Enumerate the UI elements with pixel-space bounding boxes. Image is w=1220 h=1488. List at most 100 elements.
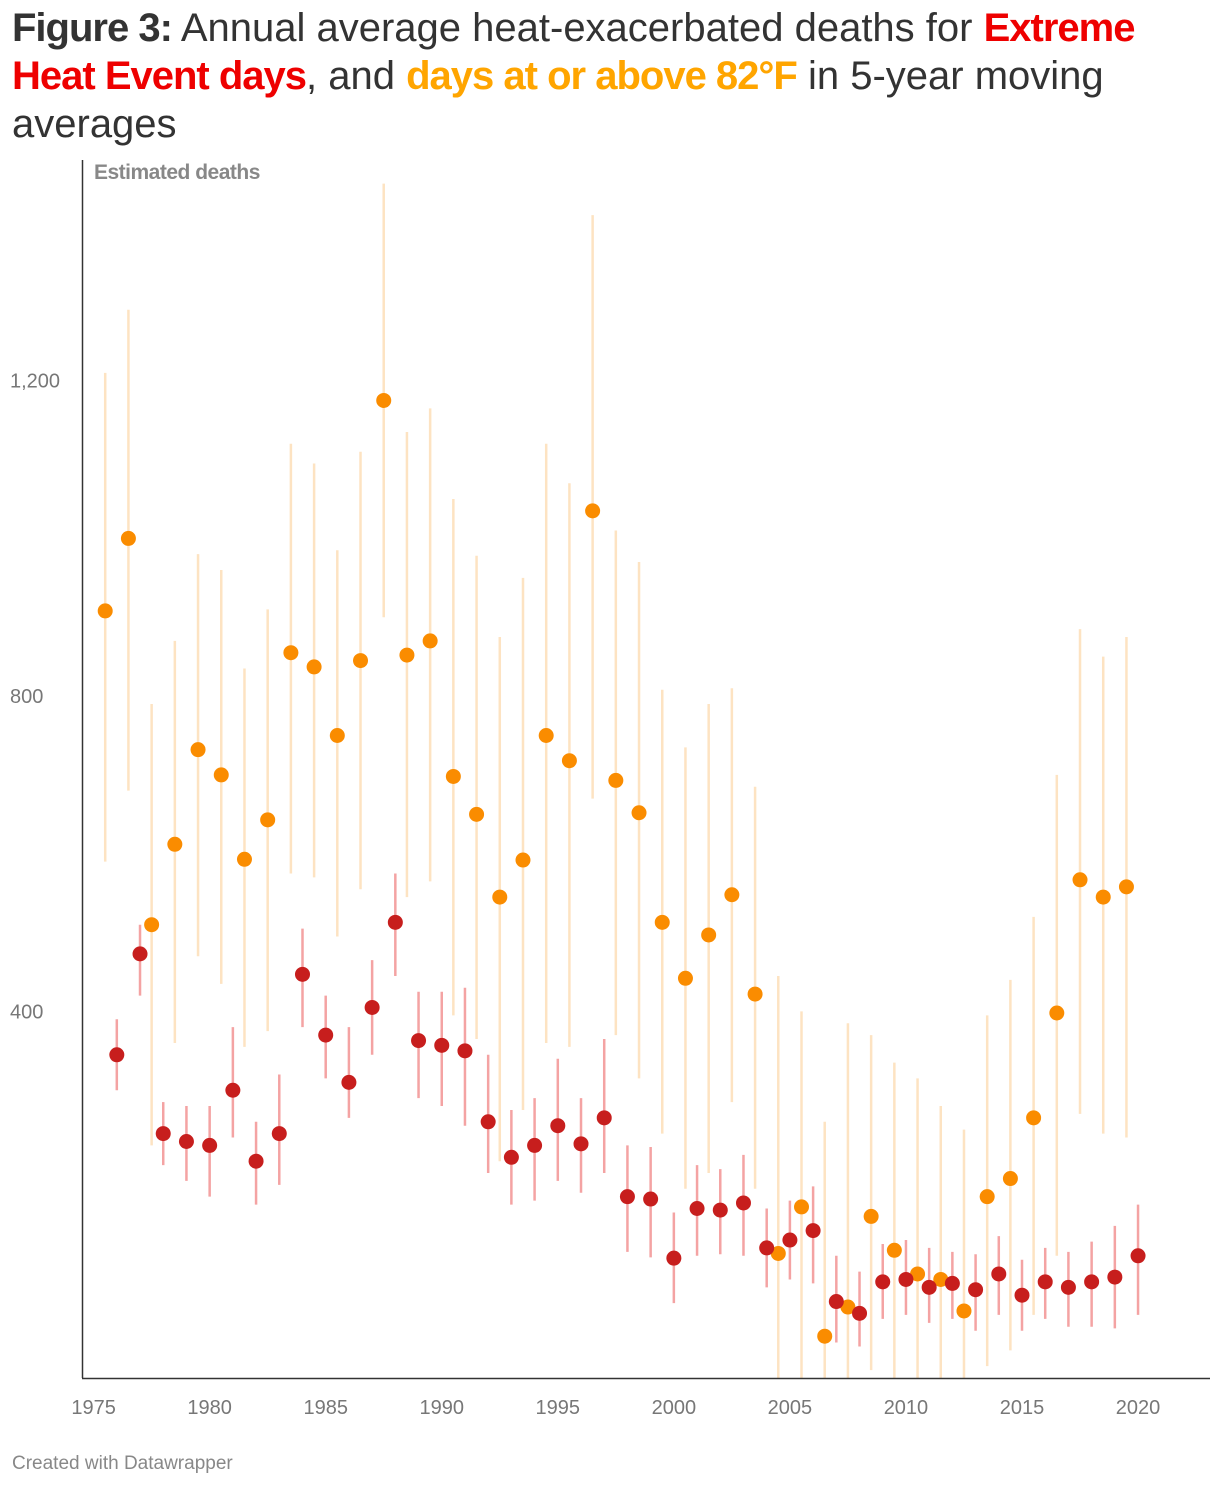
series2-point	[515, 852, 531, 868]
series1-point	[294, 966, 310, 982]
series2-point	[1026, 1110, 1042, 1126]
series2-point	[445, 768, 461, 784]
series2-point	[956, 1303, 972, 1319]
series1-point	[921, 1279, 937, 1295]
series1-point	[1060, 1279, 1076, 1295]
series2-point	[260, 812, 276, 828]
series2-point	[840, 1299, 856, 1315]
series1-point	[712, 1202, 728, 1218]
series1-point	[1014, 1287, 1030, 1303]
series1-point	[387, 914, 403, 930]
series1-point	[759, 1240, 775, 1256]
title-text-part2: , and	[306, 54, 395, 98]
series1-point	[457, 1043, 473, 1059]
y-tick-label: 1,200	[10, 371, 60, 393]
series1-point	[503, 1149, 519, 1165]
series1-point	[132, 946, 148, 962]
series2-point	[120, 530, 136, 546]
series1-point	[875, 1274, 891, 1290]
series2-point	[329, 727, 345, 743]
series1-point	[643, 1191, 659, 1207]
series2-point	[306, 659, 322, 675]
title-series1-label: Extreme Heat Event days	[12, 6, 1135, 98]
series2-point	[910, 1266, 926, 1282]
series1-point	[411, 1033, 427, 1049]
series2-point	[422, 633, 438, 649]
series2-point	[236, 851, 252, 867]
series1-point	[596, 1110, 612, 1126]
series1-point	[271, 1126, 287, 1142]
x-tick-label: 1990	[420, 1397, 465, 1419]
footer-credit: Created with Datawrapper	[12, 1453, 233, 1474]
x-tick-label: 1975	[71, 1397, 116, 1419]
y-tick-label: 800	[10, 686, 43, 708]
series1-point	[805, 1223, 821, 1239]
series2-point	[1049, 1005, 1065, 1021]
series1-point	[202, 1137, 218, 1153]
series2-point	[144, 917, 160, 933]
series1-point	[573, 1136, 589, 1152]
series2-point	[213, 767, 229, 783]
series2-point	[817, 1328, 833, 1344]
series2-point	[1118, 879, 1134, 895]
series2-point	[561, 753, 577, 769]
series1-point	[1130, 1248, 1146, 1264]
series2-point	[283, 645, 299, 661]
series2-point	[399, 647, 415, 663]
series2-point	[863, 1208, 879, 1224]
series1-point	[968, 1282, 984, 1298]
series1-point	[155, 1126, 171, 1142]
series1-point	[1084, 1274, 1100, 1290]
y-axis-label: Estimated deaths	[94, 161, 260, 184]
series2-point	[376, 392, 392, 408]
series1-point	[364, 999, 380, 1015]
series1-dots	[109, 914, 1146, 1321]
series2-point	[1095, 889, 1111, 905]
series1-point	[991, 1266, 1007, 1282]
series2-point	[469, 806, 485, 822]
series2-point	[492, 889, 508, 905]
figure-label: Figure 3:	[12, 6, 173, 50]
series2-point	[770, 1245, 786, 1261]
series2-point	[701, 927, 717, 943]
series2-point	[677, 970, 693, 986]
series2-point	[724, 887, 740, 903]
series1-point	[735, 1195, 751, 1211]
title-text-part3: in 5-year moving averages	[12, 54, 1104, 146]
x-tick-label: 1985	[303, 1397, 348, 1419]
x-axis-ticks: 1975 1980 1985 1990 1995 2000 2005 2010 2015 2020	[71, 1397, 1160, 1419]
y-tick-label: 400	[10, 1001, 43, 1023]
x-tick-label: 2005	[768, 1397, 813, 1419]
x-tick-label: 2010	[884, 1397, 929, 1419]
series1-point	[1037, 1274, 1053, 1290]
series1-point	[480, 1114, 496, 1130]
series2-point	[794, 1199, 810, 1215]
series2-point	[97, 603, 113, 619]
series1-point	[178, 1133, 194, 1149]
series1-range-lines	[115, 873, 1140, 1347]
series2-point	[979, 1189, 995, 1205]
chart-title: Figure 3: Annual average heat-exacerbate…	[12, 4, 1202, 148]
series2-point	[190, 742, 206, 758]
series2-point	[353, 653, 369, 669]
series2-dots	[97, 392, 1134, 1344]
series2-point	[631, 805, 647, 821]
series1-point	[434, 1037, 450, 1053]
series1-point	[550, 1118, 566, 1134]
series2-point	[538, 727, 554, 743]
series1-point	[1107, 1269, 1123, 1285]
series2-point	[654, 914, 670, 930]
series1-point	[944, 1275, 960, 1291]
x-tick-label: 2020	[1116, 1397, 1161, 1419]
y-axis-ticks: 400 800 1,200	[10, 371, 60, 1024]
series1-point	[666, 1250, 682, 1266]
series1-point	[225, 1082, 241, 1098]
series1-point	[782, 1232, 798, 1248]
x-tick-label: 1980	[187, 1397, 232, 1419]
series2-point	[747, 986, 763, 1002]
series1-point	[689, 1201, 705, 1217]
series2-point	[585, 503, 601, 519]
series2-point	[608, 772, 624, 788]
series2-point	[1072, 872, 1088, 888]
